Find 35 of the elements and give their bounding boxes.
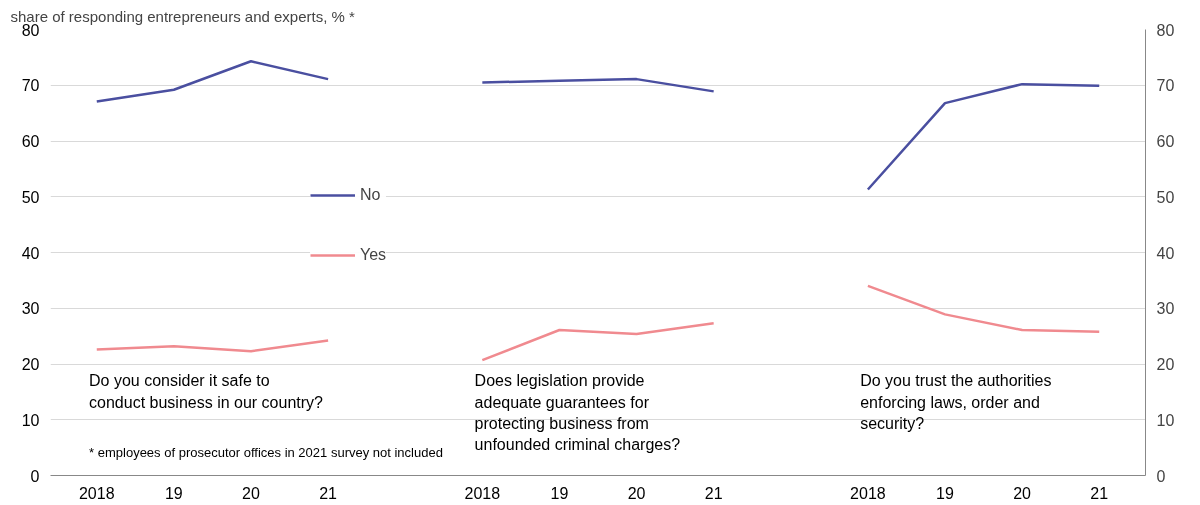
annotation: * employees of prosecutor offices in 2021 survey not included bbox=[89, 444, 443, 460]
annotation: Do you trust the authorities enforcing laws, order and security? bbox=[860, 372, 1052, 432]
legend-label: Yes bbox=[360, 246, 387, 264]
annotation: Does legislation provide adequate guarantees for protecting business from unfounded criminal charges? bbox=[474, 372, 681, 454]
x-tick-label: 2018 bbox=[78, 484, 115, 502]
y2-tick-label: 80 bbox=[1156, 21, 1175, 39]
y-tick-label: 20 bbox=[21, 356, 40, 373]
y-tick-label: 60 bbox=[21, 133, 40, 150]
y-tick-label: 50 bbox=[21, 188, 40, 206]
x-tick-label: 2018 bbox=[850, 484, 886, 502]
x-tick-label: 19 bbox=[164, 484, 183, 502]
x-tick-label: 21 bbox=[319, 484, 338, 502]
y-tick-label: 30 bbox=[21, 300, 40, 318]
y2-tick-label: 20 bbox=[1156, 356, 1175, 373]
y2-tick-label: 40 bbox=[1156, 244, 1175, 262]
y-tick-label: 0 bbox=[30, 467, 40, 485]
x-tick-label: 21 bbox=[704, 484, 723, 502]
y2-tick-label: 70 bbox=[1156, 77, 1175, 95]
legend-label: No bbox=[360, 186, 381, 204]
x-tick-label: 20 bbox=[627, 484, 646, 502]
x-tick-label: 19 bbox=[550, 484, 569, 502]
y-tick-label: 10 bbox=[21, 411, 40, 429]
x-tick-label: 2018 bbox=[464, 484, 501, 502]
annotation: Do you consider it safe to conduct business in our country? bbox=[89, 372, 324, 411]
x-tick-label: 20 bbox=[1013, 484, 1032, 502]
y2-tick-label: 0 bbox=[1156, 467, 1166, 485]
y2-tick-label: 10 bbox=[1156, 411, 1175, 429]
x-tick-label: 20 bbox=[242, 484, 260, 502]
y2-tick-label: 50 bbox=[1156, 188, 1175, 206]
x-tick-label: 19 bbox=[936, 484, 955, 502]
x-tick-label: 21 bbox=[1090, 484, 1109, 502]
y-tick-label: 40 bbox=[21, 244, 40, 262]
y2-tick-label: 30 bbox=[1156, 300, 1175, 318]
y-tick-label: 70 bbox=[21, 77, 40, 95]
y2-tick-label: 60 bbox=[1156, 133, 1175, 150]
